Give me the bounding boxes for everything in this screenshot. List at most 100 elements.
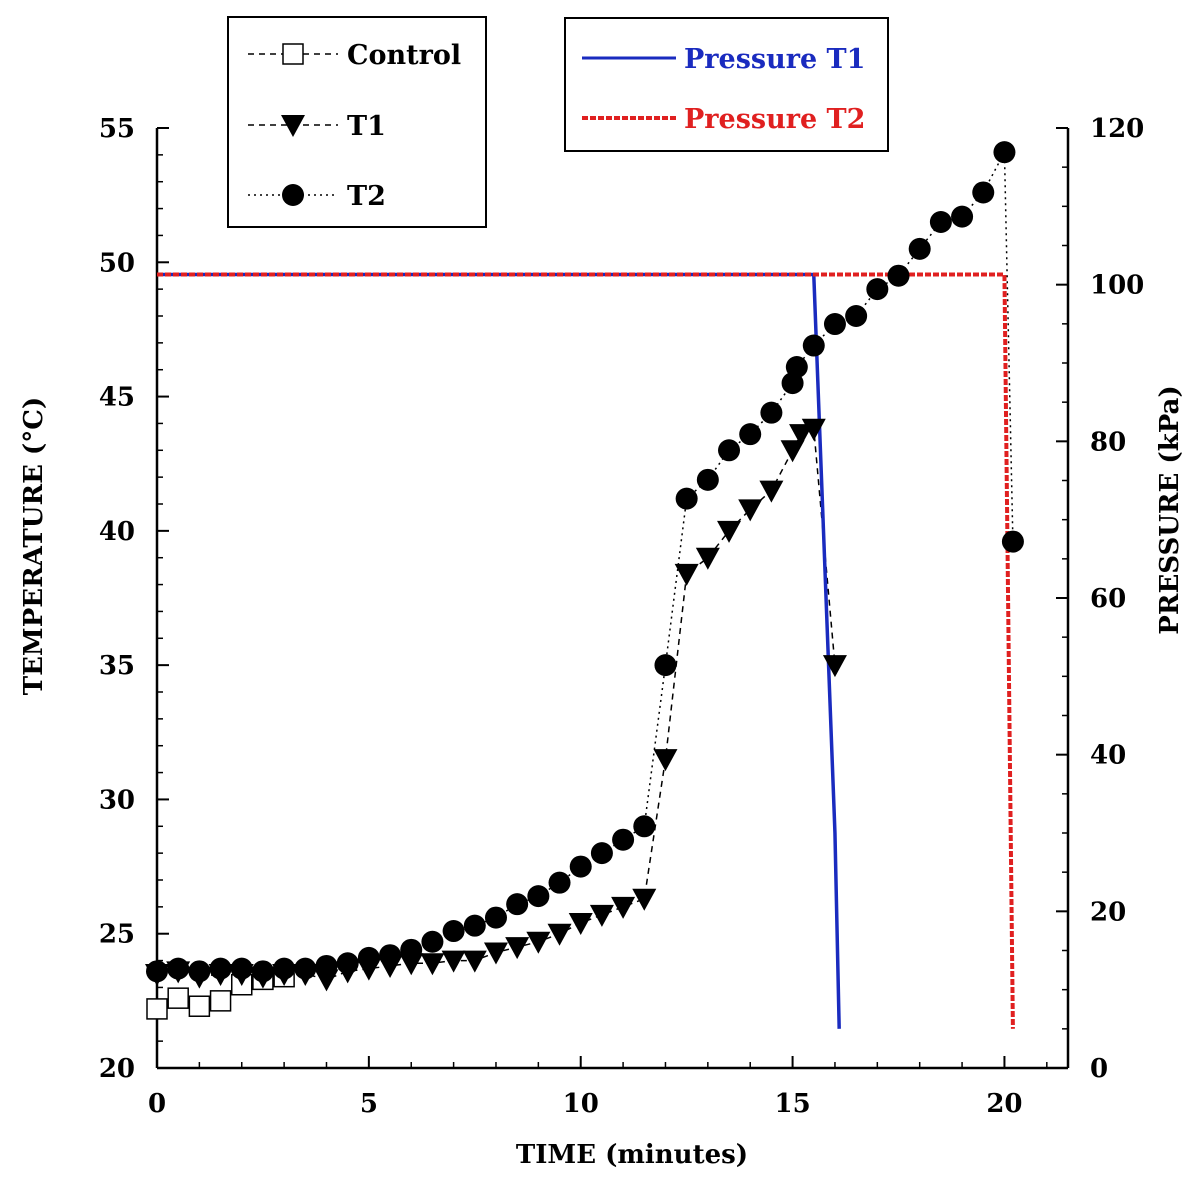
point-t2 [612,828,635,851]
point-t1 [547,923,572,946]
point-t2 [379,944,402,967]
point-t2 [209,957,232,980]
point-t2 [1001,530,1024,553]
point-t2 [718,439,741,462]
x-axis-title: TIME (minutes) [516,1140,748,1170]
point-t2 [929,211,952,233]
y-tick-label: 25 [99,920,135,950]
point-t1 [653,749,678,772]
point-t1 [483,942,508,965]
point-t2 [484,906,507,929]
point-t1 [717,520,742,543]
point-t2 [823,313,846,336]
plot-area [145,141,1024,1029]
legend-temperature: Control T1 T2 [227,16,487,228]
point-t2 [294,957,317,980]
point-t1 [695,547,720,570]
y2-tick-label: 20 [1090,897,1126,927]
point-t1 [822,655,847,678]
ticks: 0 5 10 15 20 20 25 30 35 40 45 50 55 0 20 40 60 80 100 120 [99,114,1144,1119]
point-t1 [568,912,593,935]
x-tick-label: 20 [986,1089,1022,1119]
legend-t1-marker [281,115,305,137]
y2-tick-label: 0 [1090,1054,1108,1084]
point-t1 [589,904,614,927]
point-t1 [505,937,530,960]
point-t2 [167,957,190,980]
legend-temperature-box [227,16,487,228]
point-t1 [611,896,636,919]
y-tick-label: 35 [99,651,135,681]
y2-axis-title: PRESSURE (kPa) [1155,385,1185,634]
point-t1 [632,888,657,911]
point-t2 [273,957,296,980]
point-t2 [654,654,677,677]
point-t2 [845,305,868,327]
point-t2 [230,957,253,980]
point-t2 [421,930,444,953]
x-tick-label: 5 [360,1089,378,1119]
y2-tick-label: 40 [1090,741,1126,771]
point-t1 [441,950,466,973]
point-control [209,990,232,1012]
legend-control-label: Control [347,40,461,71]
point-t1 [801,418,826,441]
y-tick-label: 20 [99,1054,135,1084]
y2-tick-label: 60 [1090,584,1126,614]
legend-t2-label: T2 [347,181,386,212]
point-t2 [527,885,550,908]
point-t2 [315,954,338,977]
legend-pressure: Pressure T1 Pressure T2 [564,17,889,152]
point-t2 [590,842,613,865]
point-t1 [462,950,487,973]
point-t2 [675,487,698,510]
point-t2 [696,468,719,491]
point-t2 [908,237,931,260]
point-t2 [548,871,571,894]
point-t1 [759,480,784,503]
point-t2 [442,920,465,943]
x-tick-label: 0 [148,1089,166,1119]
y-tick-label: 50 [99,248,135,278]
point-t2 [866,278,889,301]
point-t2 [739,423,762,446]
y2-tick-label: 120 [1090,114,1144,144]
y-tick-label: 30 [99,785,135,815]
point-t2 [146,960,168,983]
y2-tick-label: 80 [1090,427,1126,457]
y-tick-label: 40 [99,517,135,547]
point-t2 [972,181,995,204]
point-t1 [738,499,763,522]
point-t1 [420,953,445,976]
point-t2 [251,960,274,983]
point-t2 [569,855,592,878]
y2-tick-label: 100 [1090,271,1144,301]
point-t2 [633,815,656,838]
y-tick-label: 55 [99,114,135,144]
point-control [188,995,211,1017]
point-t1 [789,424,814,447]
y-tick-label: 45 [99,383,135,413]
point-t2 [951,205,974,228]
point-t2 [188,960,211,983]
legend-t1-label: T1 [347,111,386,142]
point-t2 [357,946,380,969]
legend-pressure-box [564,17,889,152]
point-t2 [993,141,1016,164]
point-control [167,987,189,1009]
point-control [146,998,168,1020]
series-line-t1 [156,427,836,981]
legend-t2-marker [282,184,304,206]
x-tick-label: 15 [774,1089,810,1119]
point-t2 [506,893,529,916]
legend-pressure-t1-label: Pressure T1 [684,44,865,75]
point-t2 [463,914,486,937]
series-line-pressure-t2 [157,272,1015,1029]
legend-control-marker [282,43,304,65]
point-t1 [526,931,551,954]
point-t1 [780,440,805,463]
point-t2 [802,334,825,357]
point-t2 [400,938,423,961]
point-t2 [336,952,359,975]
